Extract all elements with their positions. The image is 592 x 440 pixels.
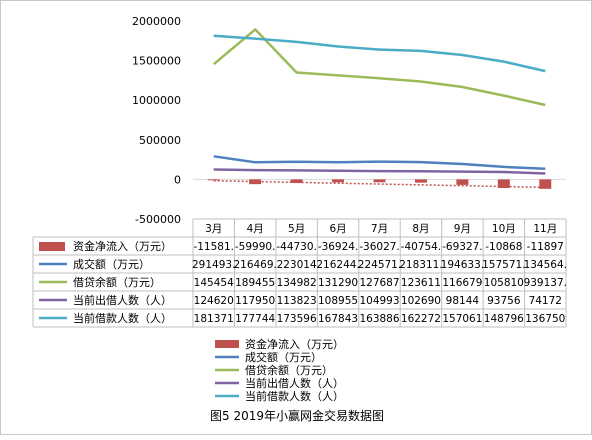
table-cell: 194633. <box>441 259 484 271</box>
table-swatch-bar <box>39 242 65 251</box>
table-header-cell: 10月 <box>492 223 516 235</box>
series-line-3 <box>213 168 546 175</box>
table-cell: 134564. <box>524 259 567 271</box>
table-cell: -11897 <box>527 241 564 253</box>
table-header-cell: 6月 <box>329 223 346 235</box>
y-tick-label: 500000 <box>139 134 181 147</box>
table-cell: 131290 <box>318 277 358 289</box>
trend-line <box>213 179 546 189</box>
table-cell: 136750 <box>525 313 565 325</box>
y-axis-ticks: 2000000 1500000 1000000 500000 0 -500000 <box>132 15 181 226</box>
bar-0-4 <box>373 179 386 183</box>
table-cell: 93756 <box>487 295 521 307</box>
table-cell: 218311. <box>399 259 442 271</box>
table-cell: 162272 <box>401 313 441 325</box>
bar-0-0 <box>207 179 220 181</box>
series-line-1 <box>213 155 546 170</box>
y-tick-label: 1000000 <box>132 94 181 107</box>
table-cell: 108955 <box>318 295 358 307</box>
table-cell: 123611 <box>401 277 441 289</box>
table-cell: 216244. <box>316 259 359 271</box>
table-row-label: 当前借款人数（人） <box>73 311 172 325</box>
table-cell: -36027. <box>359 241 400 253</box>
chart-caption: 图5 2019年小赢网金交易数据图 <box>210 408 384 423</box>
table-cell: 116679 <box>442 277 482 289</box>
table-row-label: 成交额（万元） <box>73 257 150 271</box>
legend-label: 借贷余额（万元） <box>245 363 333 377</box>
bar-0-7 <box>497 179 510 189</box>
table-header-cell: 8月 <box>412 223 429 235</box>
table-header-cell: 7月 <box>371 223 388 235</box>
table-cell: 167843 <box>318 313 358 325</box>
table-cell: 181371 <box>194 313 234 325</box>
table-header-cell: 9月 <box>454 223 471 235</box>
series-line-4 <box>213 34 546 73</box>
table-cell: 189455 <box>235 277 275 289</box>
table-header-cell: 5月 <box>288 223 305 235</box>
table-cell: 98144 <box>446 295 480 307</box>
table-cell: 104993 <box>359 295 399 307</box>
table-cell: 157061 <box>442 313 482 325</box>
y-tick-label: 0 <box>174 173 181 186</box>
table-cell: -59990. <box>235 241 276 253</box>
legend-label: 当前借款人数（人） <box>245 389 344 403</box>
table-cell: -44730. <box>276 241 317 253</box>
table-cell: -10868 <box>485 241 522 253</box>
table-cell: 145454 <box>194 277 234 289</box>
bar-0-2 <box>290 179 303 183</box>
table-cell: 127687 <box>359 277 399 289</box>
table-cell: 148796 <box>484 313 524 325</box>
series-line-2 <box>212 28 546 107</box>
legend: 资金净流入（万元）成交额（万元）借贷余额（万元）当前出借人数（人）当前借款人数（… <box>215 337 344 403</box>
y-tick-label: 2000000 <box>132 15 181 28</box>
table-header-cell: 11月 <box>533 223 557 235</box>
table-cell: 102690 <box>401 295 441 307</box>
table-cell: 216469. <box>233 259 276 271</box>
table-cell: -11581. <box>193 241 234 253</box>
table-cell: 224571. <box>358 259 401 271</box>
table-cell: 105810 <box>484 277 524 289</box>
table-cell: 291493. <box>192 259 235 271</box>
bar-0-3 <box>332 179 345 183</box>
table-cell: 134982 <box>277 277 317 289</box>
bar-0-8 <box>539 179 552 189</box>
table-cell: -40754. <box>401 241 442 253</box>
y-tick-label: 1500000 <box>132 55 181 68</box>
table-cell: 113823 <box>277 295 317 307</box>
table-cell: 173596 <box>277 313 317 325</box>
y-tick-label: -500000 <box>135 213 181 226</box>
bar-0-5 <box>414 179 427 183</box>
table-cell: 117950 <box>235 295 275 307</box>
table-row-label: 借贷余额（万元） <box>73 275 161 289</box>
table-cell: 223014 <box>277 259 317 271</box>
table-cell: -69327. <box>442 241 483 253</box>
table-cell: 939137. <box>524 277 567 289</box>
table-cell: 124620 <box>194 295 234 307</box>
table-header-cell: 3月 <box>205 223 222 235</box>
legend-label: 资金净流入（万元） <box>245 337 344 351</box>
legend-swatch-bar <box>215 340 239 348</box>
table-cell: 177744 <box>235 313 275 325</box>
table-cell: 74172 <box>529 295 562 307</box>
table-cell: 157571. <box>482 259 525 271</box>
table-cell: 163886 <box>359 313 399 325</box>
bar-0-6 <box>456 179 469 185</box>
table-header-cell: 4月 <box>247 223 264 235</box>
legend-label: 成交额（万元） <box>245 350 322 364</box>
table-cell: -36924. <box>318 241 359 253</box>
table-row-label: 资金净流入（万元） <box>73 239 172 253</box>
table-row-label: 当前出借人数（人） <box>73 293 172 307</box>
legend-label: 当前出借人数（人） <box>245 376 344 390</box>
plot-area <box>193 28 566 189</box>
